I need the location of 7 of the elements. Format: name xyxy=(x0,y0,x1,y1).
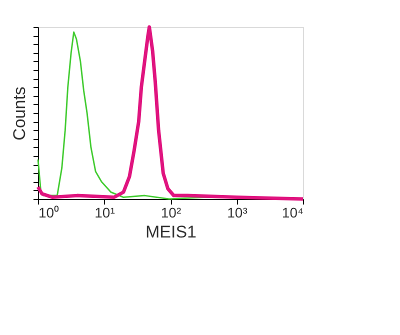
x-tick-label: 10¹ xyxy=(94,204,116,220)
y-axis-title: Counts xyxy=(10,86,29,140)
x-tick-label: 10² xyxy=(160,204,182,220)
x-tick-label: 10³ xyxy=(227,204,248,220)
x-tick-label: 10⁰ xyxy=(38,204,60,220)
x-tick-label: 10⁴ xyxy=(282,204,304,220)
x-axis-title: MEIS1 xyxy=(145,222,197,242)
